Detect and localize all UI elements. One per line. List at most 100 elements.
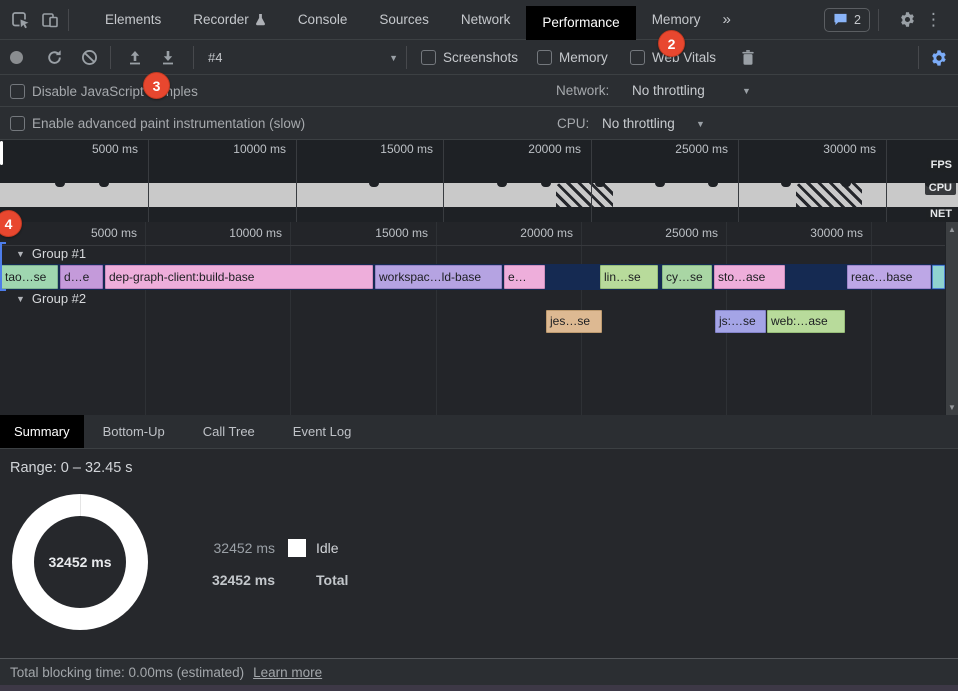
tab-elements[interactable]: Elements [89,0,177,40]
tab-event-log[interactable]: Event Log [279,415,366,448]
tab-call-tree[interactable]: Call Tree [189,415,269,448]
overview-gridline [886,140,887,222]
checkbox-box[interactable] [421,50,436,65]
flame-chart[interactable]: 5000 ms 10000 ms 15000 ms 20000 ms 25000 ms 3… [0,222,958,415]
message-bubble-icon [834,13,847,26]
save-profile-button[interactable] [160,40,176,75]
flame-task-bar[interactable]: tao…se [1,265,58,289]
screenshots-checkbox[interactable]: Screenshots [421,40,518,75]
scroll-up-arrow[interactable]: ▲ [948,225,956,234]
timeline-gridline [871,222,872,415]
more-tabs-button[interactable]: » [716,0,736,40]
tutorial-step-badge: 4 [0,210,22,237]
legend-row-idle: 32452 ms Idle [200,537,348,559]
tab-network[interactable]: Network [445,0,527,40]
cpu-notch [708,183,718,187]
group-1-header[interactable]: ▼ Group #1 [16,246,86,261]
flame-task-bar[interactable]: js:…se [715,310,766,333]
legend-label: Total [316,572,349,588]
flame-task-bar[interactable]: jes…se [546,310,602,333]
record-icon [10,51,23,64]
tab-summary[interactable]: Summary [0,415,84,448]
chevron-down-icon[interactable]: ▼ [742,86,751,96]
checkbox-box[interactable] [10,83,25,99]
reload-and-record-button[interactable] [46,40,63,75]
checkbox-box[interactable] [537,50,552,65]
legend-label: Idle [316,540,339,556]
flame-task-bar[interactable]: sto…ase [714,265,785,289]
checkbox-label: Enable advanced paint instrumentation (s… [32,116,306,131]
advanced-paint-checkbox[interactable]: Enable advanced paint instrumentation (s… [10,107,305,140]
selection-bracket [0,242,6,291]
timeline-tick-label: 25000 ms [665,226,718,240]
load-profile-button[interactable] [127,40,143,75]
flame-task-bar[interactable]: d…e [60,265,103,289]
group-2-track: jes…se js:…se web:…ase [0,310,945,333]
cpu-idle-hatch [796,183,862,207]
block-icon [82,50,97,65]
timeline-overview[interactable]: FPS CPU NET 5000 ms 10000 ms 15000 ms 20000… [0,140,958,222]
record-button[interactable] [10,40,23,75]
tab-recorder[interactable]: Recorder [177,0,282,40]
flame-task-bar[interactable] [932,265,945,289]
cpu-notch [99,183,109,187]
cpu-throttle-label: CPU: [557,116,590,131]
scroll-down-arrow[interactable]: ▼ [948,403,956,412]
cpu-notch [541,183,551,187]
checkbox-label: Screenshots [443,50,519,65]
tab-label: Recorder [193,12,249,27]
flame-task-bar[interactable]: reac…base [847,265,931,289]
history-dropdown[interactable]: #4 ▼ [208,40,398,75]
flame-task-bar[interactable]: workspac…ld-base [375,265,502,289]
upload-icon [130,50,140,64]
timeline-tick-label: 5000 ms [90,226,137,240]
network-throttle-dropdown[interactable]: No throttling [632,83,705,98]
overview-tick-label: 15000 ms [380,142,433,156]
tab-memory[interactable]: Memory [636,0,717,40]
kebab-menu-button[interactable]: ⋮ [917,10,950,30]
checkbox-box[interactable] [10,116,25,131]
overview-gridline [443,140,444,222]
overview-gridline [148,140,149,222]
timeline-gridline [145,222,146,415]
flame-task-bar[interactable]: lin…se [600,265,658,289]
group-2-header[interactable]: ▼ Group #2 [16,291,86,306]
cpu-throttle-dropdown[interactable]: No throttling [602,116,675,131]
issues-counter-button[interactable]: 2 [824,7,870,32]
overview-left-handle[interactable] [0,141,3,165]
toolbar-separator [193,46,194,69]
tab-label: Bottom-Up [102,424,165,439]
checkbox-box[interactable] [630,50,645,65]
flame-task-bar[interactable]: dep-graph-client:build-base [105,265,373,289]
tutorial-step-badge: 2 [658,30,685,57]
settings-button[interactable] [897,10,917,30]
flame-task-bar[interactable]: e… [504,265,545,289]
tab-sources[interactable]: Sources [363,0,445,40]
tab-label: Summary [14,424,70,439]
device-toolbar-button[interactable] [40,10,60,30]
legend-value: 32452 ms [213,540,275,556]
tab-performance[interactable]: Performance [526,5,636,40]
tab-bottom-up[interactable]: Bottom-Up [89,415,179,448]
clear-button[interactable] [81,40,98,75]
memory-checkbox[interactable]: Memory [537,40,608,75]
tab-label: Memory [651,12,701,27]
inspect-element-button[interactable] [10,10,30,30]
delete-recording-button[interactable] [740,40,756,75]
vertical-scrollbar[interactable]: ▲ ▼ [945,222,958,415]
toolbar-separator [110,46,111,69]
learn-more-link[interactable]: Learn more [253,664,323,680]
disable-js-samples-checkbox[interactable]: Disable JavaScript samples [10,75,198,107]
chevron-down-icon[interactable]: ▼ [696,119,705,129]
flame-task-bar[interactable]: cy…se [662,265,712,289]
capture-settings-button[interactable] [930,40,948,75]
window-edge-strip [0,685,958,691]
legend-value: 32452 ms [211,572,275,588]
gear-icon [932,49,946,66]
chevron-down-icon: ▼ [389,52,398,63]
overview-tick-label: 5000 ms [91,142,138,156]
tab-console[interactable]: Console [282,0,364,40]
flame-task-bar[interactable]: web:…ase [767,310,845,333]
overview-tick-label: 25000 ms [675,142,728,156]
overview-gridline [738,140,739,222]
